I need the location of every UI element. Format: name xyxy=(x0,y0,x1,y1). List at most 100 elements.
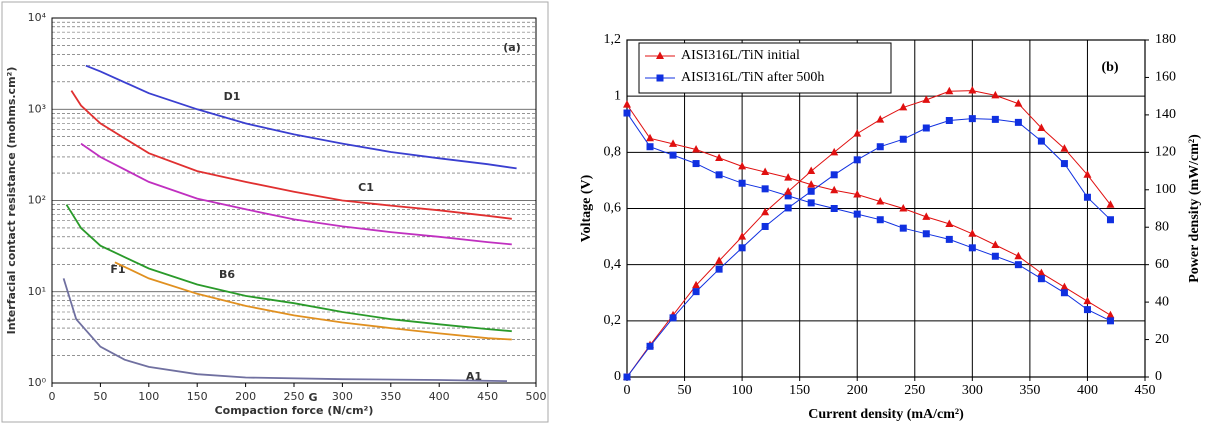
marker xyxy=(692,145,701,153)
x-tick-label: 350 xyxy=(1019,383,1040,398)
x-tick-label: 450 xyxy=(477,390,498,403)
y-tick-label: 10² xyxy=(28,194,46,207)
marker xyxy=(1060,282,1069,291)
y-axis-label: Interfacial contact resistance (mohms.cm… xyxy=(5,67,18,335)
y2-tick-label: 80 xyxy=(1155,219,1169,234)
legend-label: AISI316L/TiN initial xyxy=(681,48,800,63)
marker xyxy=(669,151,677,159)
marker xyxy=(669,314,677,322)
x-tick-label: 300 xyxy=(332,390,353,403)
marker xyxy=(738,244,746,252)
legend-label: AISI316L/TiN after 500h xyxy=(681,70,824,85)
marker xyxy=(807,180,816,188)
marker xyxy=(738,179,746,187)
plot-area xyxy=(626,39,1146,378)
marker xyxy=(922,212,931,220)
marker xyxy=(1014,118,1022,126)
marker xyxy=(1037,268,1046,277)
series-line xyxy=(626,104,1111,316)
marker xyxy=(853,129,862,137)
x-tick-label: 250 xyxy=(904,383,925,398)
marker xyxy=(715,171,723,179)
y-tick-label: 0 xyxy=(614,369,621,384)
x-tick-label: 500 xyxy=(526,390,547,403)
y2-axis-label: Power density (mW/cm²) xyxy=(1187,134,1202,283)
marker xyxy=(1083,306,1091,314)
marker xyxy=(761,185,769,193)
chart: 0 0,2 0,4 0,6 0,8 1 1,2 0 20 40 60 80 100 120 140 160 18… xyxy=(579,32,1202,422)
x-tick-label: 100 xyxy=(732,383,753,398)
series-line xyxy=(626,118,1111,378)
marker xyxy=(646,342,654,350)
marker xyxy=(1106,310,1115,319)
marker xyxy=(991,115,999,123)
plot-area xyxy=(51,17,537,384)
marker xyxy=(853,156,861,164)
annotation: (a) xyxy=(503,41,520,54)
y2-tick-label: 140 xyxy=(1155,107,1176,122)
y-tick-label: 10⁴ xyxy=(28,11,47,24)
marker xyxy=(1106,317,1114,325)
marker xyxy=(899,135,907,143)
y-tick-label: 0,4 xyxy=(604,257,622,272)
marker xyxy=(692,160,700,168)
marker xyxy=(623,100,631,108)
marker xyxy=(945,86,954,95)
marker xyxy=(830,147,839,156)
marker xyxy=(853,210,861,218)
marker xyxy=(1037,123,1046,131)
x-tick-label: 400 xyxy=(1077,383,1098,398)
series-line xyxy=(85,64,517,170)
marker xyxy=(876,115,885,123)
marker xyxy=(692,288,700,296)
y2-tick-label: 20 xyxy=(1155,332,1169,347)
marker xyxy=(991,252,999,260)
legend-box xyxy=(638,42,892,94)
marker xyxy=(899,224,907,232)
marker xyxy=(876,196,885,205)
marker xyxy=(1014,99,1023,107)
y2-tick-label: 100 xyxy=(1155,182,1176,197)
marker xyxy=(761,167,770,175)
marker xyxy=(968,86,977,94)
x-tick-label: 100 xyxy=(138,390,159,403)
series-label: D1 xyxy=(224,90,241,103)
x-tick-label: 200 xyxy=(847,383,868,398)
marker xyxy=(784,187,793,195)
y-tick-label: 0,6 xyxy=(604,201,622,216)
series-line xyxy=(626,112,1111,322)
marker xyxy=(899,204,908,212)
marker xyxy=(807,199,815,207)
y2-tick-label: 120 xyxy=(1155,145,1176,160)
x-tick-label: 400 xyxy=(429,390,450,403)
marker xyxy=(922,124,930,132)
marker xyxy=(968,229,977,237)
x-tick-label: 150 xyxy=(789,383,810,398)
marker xyxy=(738,161,747,170)
marker xyxy=(784,204,792,212)
marker xyxy=(715,265,723,273)
marker xyxy=(1083,296,1092,305)
marker xyxy=(1014,261,1022,269)
series-label: B6 xyxy=(219,268,235,281)
marker xyxy=(1106,200,1115,208)
x-tick-label: 50 xyxy=(93,390,107,403)
legend-marker xyxy=(656,74,664,82)
marker xyxy=(945,235,953,243)
y-tick-label: 0,8 xyxy=(604,145,622,160)
marker xyxy=(1037,275,1045,283)
marker xyxy=(669,139,678,147)
marker xyxy=(761,222,769,230)
marker xyxy=(968,244,976,252)
marker xyxy=(807,166,816,175)
marker xyxy=(922,230,930,238)
marker xyxy=(853,189,862,198)
y2-tick-label: 60 xyxy=(1155,257,1169,272)
marker xyxy=(646,133,655,142)
marker xyxy=(761,207,770,216)
chart: 10⁰ 10¹ 10² 10³ 10⁴ 0 50 100 150 200 250 300 350 400 4… xyxy=(1,1,549,423)
y2-tick-label: 0 xyxy=(1155,369,1162,384)
marker xyxy=(784,192,792,200)
marker xyxy=(1083,193,1091,201)
